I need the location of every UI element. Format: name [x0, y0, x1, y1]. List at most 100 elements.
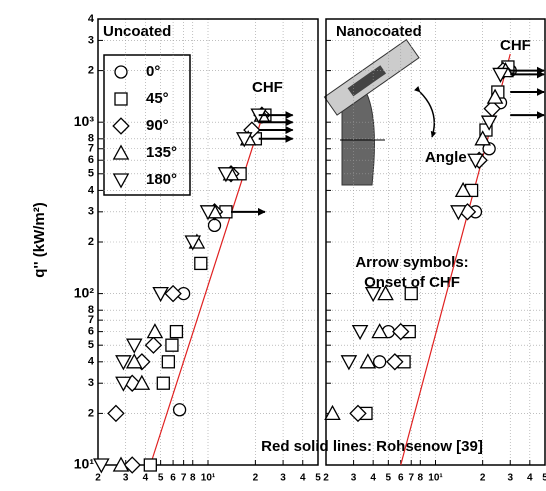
x-tick-label: 5	[315, 473, 321, 484]
y-tick-label: 10¹	[74, 456, 95, 472]
x-tick-label: 7	[408, 473, 414, 484]
data-point	[107, 404, 125, 423]
data-point	[144, 336, 163, 354]
legend-label: 0°	[146, 63, 160, 80]
y-tick-label: 10³	[74, 113, 95, 129]
data-point	[123, 456, 141, 474]
data-point	[217, 167, 235, 183]
x-tick-label: 4	[527, 473, 533, 484]
data-point	[93, 458, 110, 474]
legend-marker	[112, 144, 130, 160]
x-tick-label: 3	[507, 473, 513, 484]
data-point	[161, 355, 176, 369]
panel-title: Nanocoated	[336, 23, 422, 40]
x-tick-label: 6	[170, 473, 176, 484]
x-tick-label: 4	[370, 473, 376, 484]
angle-label: Angle	[425, 149, 467, 166]
data-point	[351, 324, 369, 341]
y-tick-label: 6	[88, 154, 94, 166]
y-tick-label: 10²	[74, 284, 95, 300]
x-tick-label: 3	[280, 473, 286, 484]
data-point	[480, 115, 498, 131]
fit-label: Red solid lines: Rohsenow [39]	[261, 438, 483, 455]
data-point	[372, 355, 387, 369]
data-point	[486, 88, 504, 104]
data-point	[340, 355, 358, 371]
chf-label: CHF	[500, 37, 531, 54]
legend-label: 90°	[146, 117, 169, 134]
x-tick-label: 6	[398, 473, 404, 484]
data-point	[169, 324, 184, 339]
data-point	[125, 353, 143, 369]
data-point	[112, 456, 130, 472]
data-point	[386, 353, 404, 371]
y-tick-label: 6	[88, 326, 94, 338]
y-tick-label: 2	[88, 407, 94, 419]
data-point	[392, 322, 410, 341]
data-point	[143, 458, 157, 472]
x-tick-label: 5	[386, 473, 392, 484]
data-point	[404, 286, 418, 301]
x-tick-label: 2	[95, 473, 101, 484]
x-tick-label: 8	[418, 473, 424, 484]
data-point	[152, 286, 169, 303]
y-tick-label: 7	[88, 314, 94, 326]
x-tick-label: 2	[480, 473, 486, 484]
data-point	[199, 205, 217, 221]
data-point	[115, 355, 132, 371]
y-tick-label: 3	[88, 377, 94, 389]
x-tick-label: 5	[158, 473, 164, 484]
data-point	[324, 404, 341, 421]
y-tick-label: 4	[88, 356, 95, 368]
data-point	[146, 323, 164, 339]
data-point	[165, 338, 179, 352]
y-axis-label: q'' (kW/m²)	[31, 202, 48, 277]
x-tick-label: 10¹	[428, 473, 443, 484]
x-tick-label: 4	[300, 473, 306, 484]
data-point	[474, 130, 491, 146]
data-point	[207, 218, 222, 233]
data-point	[467, 153, 484, 169]
x-tick-label: 5	[542, 473, 546, 484]
data-point	[133, 374, 151, 390]
x-tick-label: 10¹	[201, 473, 216, 484]
data-point	[364, 286, 382, 303]
legend-marker	[114, 92, 128, 106]
x-tick-label: 7	[181, 473, 187, 484]
chf-label: CHF	[252, 79, 283, 96]
legend-marker	[112, 173, 130, 189]
y-tick-label: 5	[88, 339, 94, 351]
panel-title: Uncoated	[103, 23, 171, 40]
y-tick-label: 3	[88, 206, 94, 218]
plot-frame	[97, 18, 319, 466]
data-point	[194, 256, 208, 271]
x-tick-label: 3	[351, 473, 357, 484]
x-tick-label: 2	[253, 473, 259, 484]
data-point	[184, 235, 202, 251]
y-tick-label: 8	[88, 304, 94, 316]
data-point	[359, 353, 377, 369]
annotation: Onset of CHF	[364, 274, 460, 291]
y-tick-label: 4	[88, 13, 95, 25]
data-point	[125, 338, 143, 354]
data-point	[454, 181, 472, 198]
data-point	[156, 376, 170, 390]
data-point	[349, 404, 367, 423]
y-tick-label: 2	[88, 65, 94, 77]
plot-frame	[325, 18, 546, 466]
y-tick-label: 7	[88, 143, 94, 155]
x-tick-label: 8	[190, 473, 196, 484]
legend-marker	[114, 65, 128, 79]
x-tick-label: 2	[323, 473, 329, 484]
y-tick-label: 5	[88, 168, 94, 180]
annotation: Arrow symbols:	[355, 254, 468, 271]
legend-marker	[112, 117, 130, 135]
inset-illustration	[323, 39, 437, 186]
legend-label: 45°	[146, 90, 169, 107]
data-point	[172, 403, 187, 417]
y-tick-label: 4	[88, 184, 95, 196]
data-point	[371, 323, 388, 339]
data-point	[450, 205, 467, 221]
data-point	[235, 132, 253, 148]
